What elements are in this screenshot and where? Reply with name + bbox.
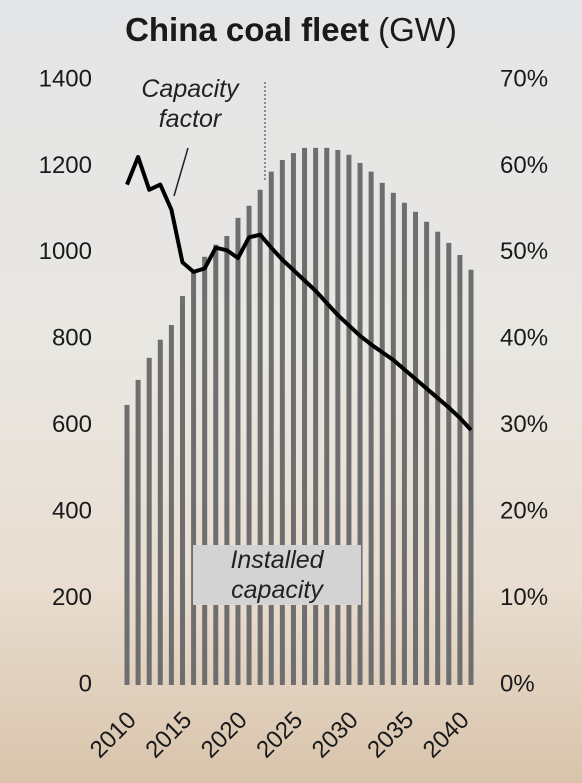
bar [313,147,319,685]
bar [268,171,274,686]
bar [146,357,152,685]
bar [257,189,263,685]
y2-tick-label: 70% [500,65,548,92]
x-tick-label: 2040 [418,707,475,764]
x-tick-label: 2030 [307,707,364,764]
bar [390,192,396,685]
y-tick-label: 800 [52,325,92,352]
y-tick-label: 1400 [39,65,92,92]
bar [246,205,252,685]
x-tick-label: 2015 [140,707,197,764]
title-unit: (GW) [378,11,457,48]
bar [346,154,352,685]
x-tick-label: 2035 [362,707,419,764]
bar [135,379,141,685]
bar [401,202,407,685]
y2-tick-label: 30% [500,411,548,438]
x-tick-label: 2010 [85,707,142,764]
leader-line [173,147,189,197]
bar [435,231,441,686]
y2-tick-label: 0% [500,670,535,697]
y-tick-label: 0 [79,670,92,697]
bar-label: Installed capacity [193,545,361,605]
bar [357,162,363,685]
bar [335,150,341,685]
bar [235,217,241,685]
y2-tick-label: 60% [500,152,548,179]
title: China coal fleet [125,11,369,48]
chart-title: China coal fleet (GW) [125,11,457,48]
bar [279,159,285,686]
bar [424,221,430,685]
bar [446,242,452,686]
line [125,154,473,432]
y2-tick-label: 10% [500,584,548,611]
x-tick-label: 2025 [251,707,308,764]
x-tick-label: 2020 [196,707,253,764]
bar [157,339,163,685]
bar [302,147,308,685]
bar [324,147,330,685]
bar [191,269,197,685]
y-tick-label: 1000 [39,238,92,265]
bar [468,269,474,685]
y2-tick-label: 40% [500,325,548,352]
y-tick-label: 1200 [39,152,92,179]
y2-tick-label: 20% [500,497,548,524]
bar [179,296,185,685]
bar [124,404,130,685]
bar [368,171,374,686]
y2-tick-label: 50% [500,238,548,265]
bar [379,182,385,685]
bar [290,153,296,685]
bar [213,244,219,685]
line-label: Capacity factor [141,75,239,133]
bar [457,255,463,685]
y-tick-label: 600 [52,411,92,438]
y-tick-label: 400 [52,497,92,524]
bar [168,325,174,685]
bar [224,236,230,685]
y-tick-label: 200 [52,584,92,611]
bar [202,256,208,685]
bar [413,211,419,685]
